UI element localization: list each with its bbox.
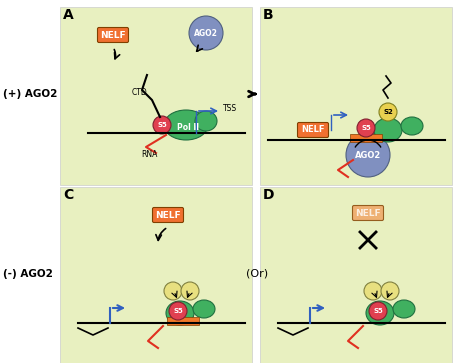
Text: S2: S2: [383, 109, 393, 115]
Text: NELF: NELF: [100, 30, 126, 40]
Text: AGO2: AGO2: [194, 29, 218, 37]
Bar: [60, 187, 252, 363]
Bar: [260, 7, 452, 185]
Text: AGO2: AGO2: [355, 151, 381, 159]
Circle shape: [153, 116, 171, 134]
FancyBboxPatch shape: [353, 205, 383, 220]
Text: NELF: NELF: [301, 126, 325, 135]
Circle shape: [381, 282, 399, 300]
Bar: [167, 317, 199, 325]
Ellipse shape: [195, 111, 217, 131]
Ellipse shape: [401, 117, 423, 135]
Ellipse shape: [393, 300, 415, 318]
Bar: [350, 134, 382, 142]
Circle shape: [369, 302, 387, 320]
Circle shape: [169, 302, 187, 320]
Text: A: A: [63, 8, 74, 22]
Ellipse shape: [166, 301, 194, 325]
Text: CTD: CTD: [132, 88, 148, 97]
Text: S5: S5: [361, 125, 371, 131]
Circle shape: [379, 103, 397, 121]
Text: D: D: [263, 188, 274, 202]
Circle shape: [364, 282, 382, 300]
Text: (-) AGO2: (-) AGO2: [3, 269, 53, 279]
Text: S5: S5: [173, 308, 183, 314]
Bar: [60, 7, 252, 185]
Text: (Or): (Or): [246, 269, 268, 279]
FancyBboxPatch shape: [98, 28, 128, 42]
Circle shape: [346, 133, 390, 177]
Text: RNA: RNA: [141, 150, 157, 159]
Ellipse shape: [193, 300, 215, 318]
FancyBboxPatch shape: [298, 122, 328, 138]
Circle shape: [181, 282, 199, 300]
Text: (+) AGO2: (+) AGO2: [3, 89, 57, 99]
Circle shape: [357, 119, 375, 137]
Ellipse shape: [366, 301, 394, 325]
Ellipse shape: [374, 118, 402, 142]
Bar: [260, 187, 452, 363]
Text: Pol II: Pol II: [177, 122, 199, 131]
Text: B: B: [263, 8, 273, 22]
Text: C: C: [63, 188, 73, 202]
Circle shape: [164, 282, 182, 300]
Text: S5: S5: [373, 308, 383, 314]
Text: TSS: TSS: [223, 104, 237, 113]
FancyBboxPatch shape: [153, 208, 183, 223]
Text: NELF: NELF: [355, 208, 381, 217]
Circle shape: [189, 16, 223, 50]
Text: S5: S5: [157, 122, 167, 128]
Text: NELF: NELF: [155, 211, 181, 220]
Ellipse shape: [164, 110, 208, 140]
